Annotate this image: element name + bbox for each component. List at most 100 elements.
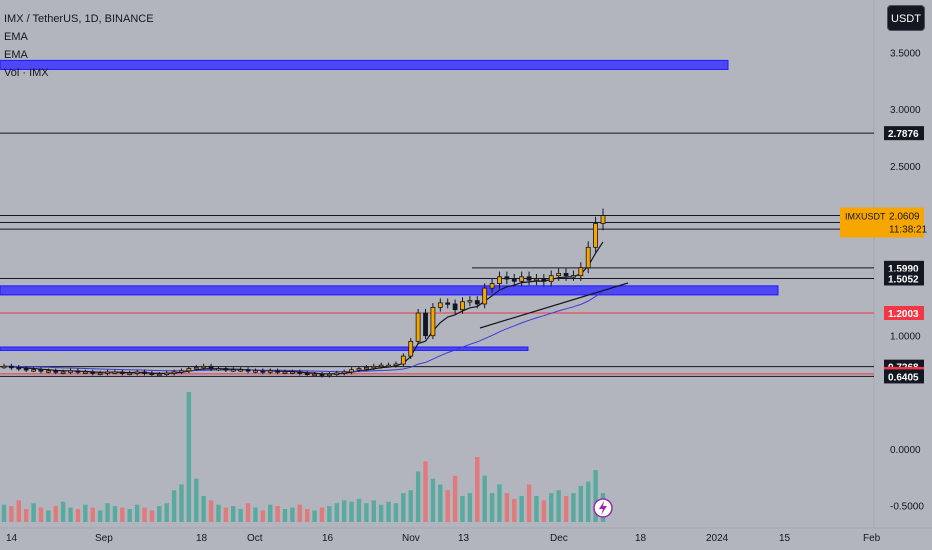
candle-body bbox=[105, 371, 110, 374]
volume-bar bbox=[312, 510, 317, 522]
volume-bar bbox=[578, 485, 584, 522]
volume-bar bbox=[105, 503, 110, 522]
candle-body bbox=[216, 368, 221, 371]
volume-bar bbox=[171, 490, 177, 522]
lightning-icon[interactable] bbox=[593, 498, 613, 518]
price-tick: 2.5000 bbox=[890, 162, 921, 173]
candle-body bbox=[386, 364, 391, 368]
candle-body bbox=[304, 372, 310, 375]
candle-body bbox=[245, 369, 251, 372]
candle-body bbox=[452, 303, 458, 311]
symbol-title[interactable]: IMX / TetherUS, 1D, BINANCE bbox=[4, 13, 154, 25]
time-tick: Dec bbox=[550, 533, 568, 544]
volume-bar bbox=[127, 509, 132, 522]
volume-bar bbox=[386, 501, 391, 522]
candle-body bbox=[312, 373, 317, 377]
candle-body bbox=[408, 340, 414, 357]
candle-body bbox=[282, 371, 288, 374]
price-label: 1.5990 bbox=[884, 260, 924, 275]
candle-body bbox=[571, 275, 576, 278]
volume-bar bbox=[371, 500, 376, 522]
candle-body bbox=[541, 278, 547, 282]
price-label-text: 1.5052 bbox=[888, 274, 919, 285]
volume-bar bbox=[526, 484, 532, 522]
volume-bar bbox=[334, 503, 339, 522]
candle-body bbox=[97, 372, 103, 375]
volume-bar bbox=[112, 506, 118, 522]
candle-body bbox=[534, 278, 539, 281]
candle-body bbox=[223, 368, 229, 371]
price-label-text: 0.6405 bbox=[888, 372, 919, 383]
currency-button[interactable]: USDT bbox=[887, 5, 925, 31]
volume-bar bbox=[401, 493, 406, 522]
candle-body bbox=[164, 372, 170, 375]
volume-bar bbox=[1, 504, 7, 522]
price-label-bg bbox=[884, 126, 924, 141]
price-label: 1.5052 bbox=[884, 271, 924, 286]
candle-body bbox=[519, 276, 525, 282]
price-tick: 1.0000 bbox=[890, 332, 921, 343]
volume-bar bbox=[460, 496, 465, 522]
price-axis[interactable]: 3.5000 3.0000 2.5000 1.0000 0.0000 -0.5000 bbox=[890, 48, 924, 512]
volume-bar bbox=[290, 507, 295, 522]
candle-body bbox=[238, 369, 244, 372]
candle-body bbox=[16, 367, 22, 370]
candle-body bbox=[75, 370, 81, 373]
volume-bar bbox=[341, 500, 347, 522]
price-labels: 2.78761.99901.94111.59901.50521.20030.72… bbox=[840, 126, 928, 384]
candle-body bbox=[371, 365, 377, 369]
ema-indicator-1[interactable]: EMA bbox=[4, 31, 28, 43]
price-tick: 3.5000 bbox=[890, 48, 921, 59]
volume-indicator[interactable]: Vol · IMX bbox=[4, 67, 49, 79]
volume-bar bbox=[408, 490, 413, 522]
candle-body bbox=[600, 215, 606, 224]
candle-body bbox=[474, 300, 480, 305]
last-price-badge: IMXUSDT 2.0609 11:38:21 bbox=[840, 207, 928, 238]
volume-bar bbox=[120, 507, 125, 522]
ema-indicator-2[interactable]: EMA bbox=[4, 49, 28, 61]
candle-body bbox=[82, 371, 88, 374]
last-price-value: 2.0609 bbox=[889, 212, 920, 223]
volume-bar bbox=[475, 457, 480, 522]
time-tick: Oct bbox=[247, 533, 263, 544]
ema-layer bbox=[3, 241, 604, 375]
last-price-badge-bg bbox=[840, 207, 924, 238]
price-label-text: 2.7876 bbox=[888, 129, 919, 140]
candle-body bbox=[38, 369, 44, 372]
candle-body bbox=[556, 272, 562, 277]
candle-body bbox=[415, 312, 421, 342]
candle-body bbox=[578, 267, 584, 277]
time-tick: 18 bbox=[635, 533, 647, 544]
volume-bar bbox=[430, 478, 436, 522]
volume-bar bbox=[60, 501, 66, 522]
candle-body bbox=[511, 278, 517, 282]
candle-body bbox=[445, 302, 451, 305]
candle-body bbox=[201, 365, 207, 369]
candle-body bbox=[186, 368, 192, 372]
candle-body bbox=[334, 372, 340, 375]
time-axis[interactable]: 14 Sep 18 Oct 16 Nov 13 Dec 18 2024 15 Feb bbox=[6, 533, 881, 544]
candle-body bbox=[134, 371, 140, 374]
time-tick: 13 bbox=[458, 533, 470, 544]
volume-layer bbox=[1, 392, 606, 522]
candle-body bbox=[112, 371, 118, 374]
volume-bar bbox=[245, 503, 251, 522]
volume-bar bbox=[38, 507, 44, 522]
volume-bar bbox=[194, 478, 199, 522]
time-tick: 18 bbox=[196, 533, 208, 544]
time-tick: 14 bbox=[6, 533, 18, 544]
volume-bar bbox=[319, 507, 325, 522]
time-tick: 2024 bbox=[706, 533, 729, 544]
candle-body bbox=[60, 371, 66, 374]
volume-bar bbox=[260, 510, 266, 522]
candle-body bbox=[171, 371, 177, 374]
time-tick: Nov bbox=[402, 533, 420, 544]
volume-bar bbox=[9, 506, 14, 522]
candle-body bbox=[156, 373, 162, 377]
candle-body bbox=[267, 370, 273, 373]
volume-bar bbox=[467, 493, 473, 522]
candle-body bbox=[179, 370, 184, 373]
volume-bar bbox=[216, 504, 221, 522]
